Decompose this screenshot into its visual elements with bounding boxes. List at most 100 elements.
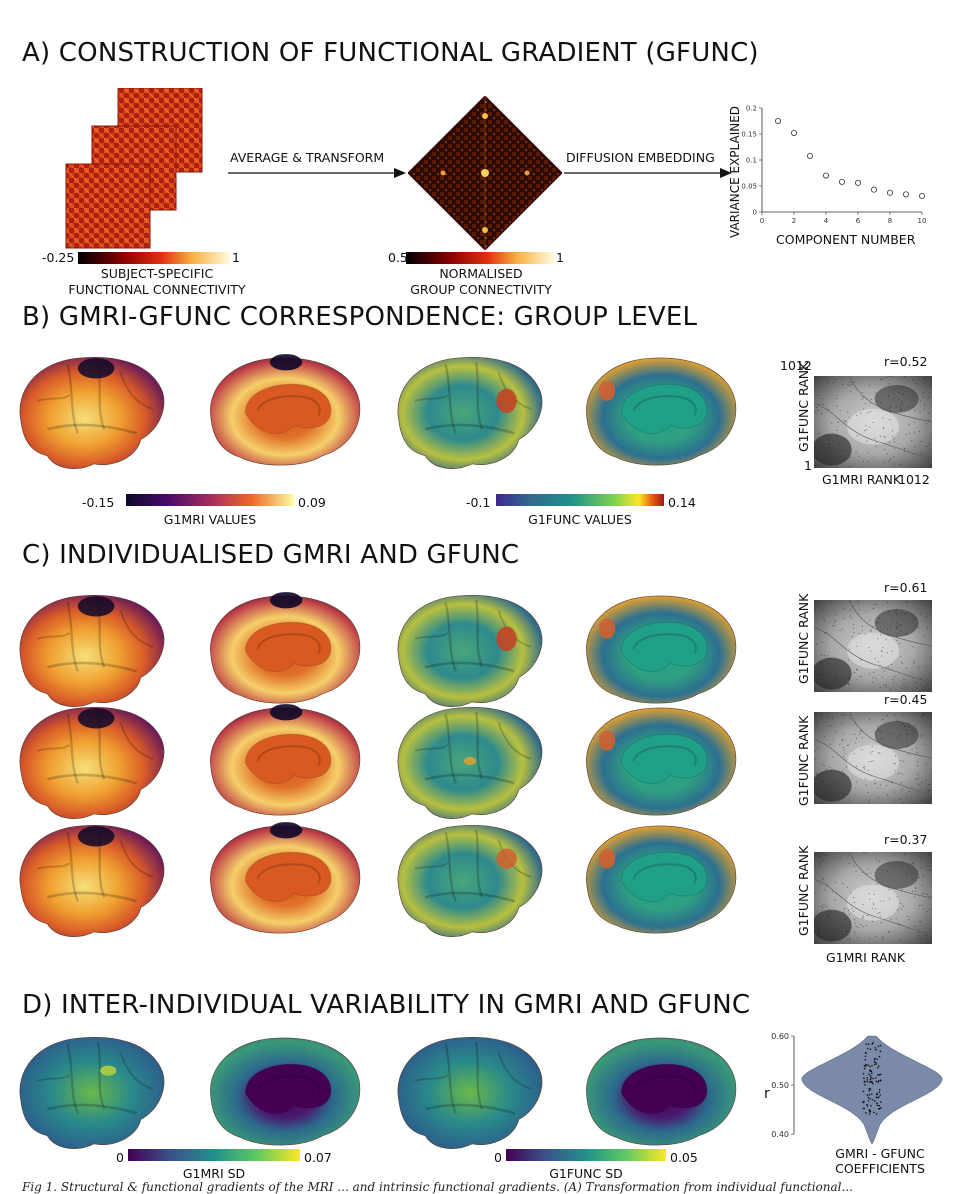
- violin-point: [868, 1089, 871, 1092]
- brain-corpus-callosum: [244, 621, 332, 672]
- violin-point: [878, 1108, 880, 1110]
- brain-view-1: [19, 707, 165, 819]
- violin-point: [870, 1104, 872, 1107]
- violin-point: [869, 1074, 872, 1077]
- cbar-a1-max: 1: [232, 250, 240, 265]
- violin-point: [864, 1055, 867, 1058]
- brain-corpus-callosum: [620, 1063, 708, 1114]
- violin-point: [878, 1074, 881, 1076]
- scatter-b-r: r=0.52: [884, 354, 928, 369]
- cbar-d2: [506, 1149, 666, 1161]
- scree-x-tick-label: 2: [792, 217, 796, 225]
- scree-point: [823, 172, 830, 179]
- brain-view-4: [586, 1037, 737, 1146]
- scatter-b-ytop: 1012: [780, 358, 812, 373]
- brain-corpus-callosum: [620, 733, 708, 784]
- violin-point: [876, 1104, 879, 1107]
- scatter-c2-ylabel: G1FUNC RANK: [796, 715, 811, 806]
- violin-point: [876, 1102, 878, 1104]
- violin-point: [863, 1065, 866, 1067]
- brain-corpus-callosum: [244, 733, 332, 784]
- brain-lateral-surface: [19, 707, 165, 819]
- violin-point: [871, 1099, 874, 1101]
- scree-y-tick-label: 0.1: [746, 157, 757, 165]
- violin-point: [862, 1072, 865, 1075]
- brain-view-4: [586, 595, 737, 704]
- violin-point: [873, 1061, 876, 1063]
- violin-point: [862, 1090, 865, 1093]
- violin-point: [869, 1097, 871, 1100]
- scatter-individual-1: [814, 600, 932, 692]
- figure-caption: Fig 1. Structural & functional gradients…: [22, 1180, 853, 1194]
- brain-lateral-surface: [19, 595, 165, 707]
- violin-point: [866, 1080, 868, 1083]
- cbar-d1-min: 0: [116, 1150, 124, 1165]
- brain-view-1: [19, 357, 165, 469]
- violin-point: [865, 1043, 868, 1045]
- violin-point: [877, 1096, 879, 1099]
- cbar-b1: [126, 494, 294, 506]
- brain-row-individual-2: [0, 700, 968, 820]
- brain-lateral-surface: [397, 357, 543, 469]
- coefficient-violin-plot: 0.60 0.50 0.40: [771, 1032, 943, 1145]
- scatter-group: [814, 376, 932, 468]
- scree-y-tick-label: 0: [753, 209, 757, 217]
- cbar-a1-label-1: SUBJECT-SPECIFIC: [100, 266, 214, 281]
- cbar-a2-min: 0.5: [388, 250, 408, 265]
- violin-point: [868, 1109, 871, 1112]
- scree-point: [854, 179, 861, 186]
- violin-label-1: GMRI - GFUNC: [835, 1146, 925, 1161]
- scree-xlabel: COMPONENT NUMBER: [776, 232, 916, 247]
- cbar-a1-min: -0.25: [42, 250, 75, 265]
- cbar-b1-min: -0.15: [82, 495, 115, 510]
- brain-view-3: [397, 357, 543, 469]
- scree-ylabel: VARIANCE EXPLAINED: [728, 105, 742, 238]
- violin-point: [868, 1073, 870, 1076]
- brain-corpus-callosum: [620, 383, 708, 434]
- violin-point: [867, 1047, 869, 1050]
- brain-corpus-callosum: [620, 621, 708, 672]
- violin-point: [877, 1067, 879, 1069]
- brain-row-individual-3: [0, 818, 968, 938]
- scatter-c2-r: r=0.45: [884, 692, 928, 707]
- cbar-b1-label: G1MRI VALUES: [163, 512, 257, 527]
- violin-point: [868, 1043, 870, 1045]
- violin-point: [875, 1080, 878, 1083]
- scatter-b-ylabel: G1FUNC RANK: [796, 361, 811, 452]
- cbar-a2: [406, 252, 554, 264]
- scatter-individual-3: [814, 852, 932, 944]
- variance-explained-chart: 0 2 4 6 8 10 0 0.05 0.1 0.15 0.2: [741, 105, 926, 226]
- brain-view-2: [210, 1037, 361, 1146]
- violin-point: [867, 1100, 870, 1102]
- scatter-c3-r: r=0.37: [884, 832, 928, 847]
- violin-point: [868, 1087, 871, 1090]
- violin-point: [878, 1055, 881, 1058]
- brain-view-4: [586, 825, 737, 934]
- violin-point: [866, 1103, 868, 1106]
- cbar-d1: [128, 1149, 300, 1161]
- violin-point: [867, 1096, 870, 1099]
- brain-lateral-surface: [19, 357, 165, 469]
- cbar-d1-max: 0.07: [304, 1150, 332, 1165]
- violin-point: [880, 1079, 882, 1081]
- violin-point: [869, 1048, 872, 1051]
- brain-view-4: [586, 707, 737, 816]
- brain-corpus-callosum: [244, 383, 332, 434]
- violin-point: [877, 1081, 879, 1083]
- violin-point: [872, 1082, 874, 1085]
- violin-tick-label: 0.60: [771, 1032, 789, 1041]
- violin-point: [868, 1094, 871, 1096]
- brain-corpus-callosum: [244, 851, 332, 902]
- violin-point: [866, 1079, 868, 1081]
- scree-point: [870, 186, 877, 193]
- section-c-title: C) INDIVIDUALISED GMRI AND GFUNC: [22, 540, 520, 570]
- brain-lateral-surface: [397, 595, 543, 707]
- violin-point: [865, 1052, 867, 1055]
- violin-point: [875, 1113, 878, 1115]
- violin-body: [801, 1035, 943, 1145]
- scree-point: [918, 192, 925, 199]
- violin-point: [873, 1063, 876, 1066]
- violin-point: [865, 1065, 867, 1067]
- scatter-b-xmax: 1012: [898, 472, 930, 487]
- violin-point: [874, 1100, 876, 1102]
